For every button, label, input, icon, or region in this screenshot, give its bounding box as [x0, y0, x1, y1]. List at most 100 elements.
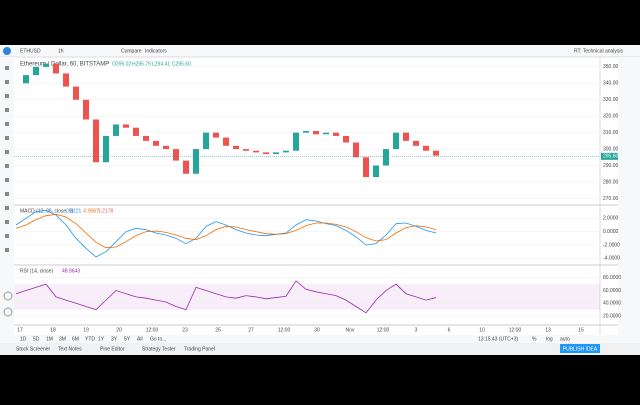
- rsi-title: RSI (14, close): [20, 268, 53, 274]
- candle: [153, 140, 159, 146]
- panel-tab[interactable]: Pine Editor: [100, 346, 125, 352]
- y-tick-label: 270.00: [603, 196, 619, 202]
- y-tick-label: 80.0000: [603, 275, 621, 281]
- tool-icon[interactable]: [5, 220, 9, 224]
- range-button[interactable]: 1Y: [98, 336, 105, 342]
- publish-label[interactable]: PUBLISH IDEA: [563, 346, 598, 352]
- candle: [303, 131, 309, 133]
- lock-button[interactable]: [3, 307, 13, 317]
- range-button[interactable]: YTD: [85, 336, 95, 342]
- macd-value: 1.2178: [98, 208, 114, 214]
- drawing-tools: [5, 66, 9, 252]
- panel-tab[interactable]: Strategy Tester: [142, 346, 176, 352]
- tool-icon[interactable]: [5, 122, 9, 126]
- panel-tab[interactable]: Trading Panel: [184, 346, 215, 352]
- scale-option[interactable]: %: [532, 336, 537, 342]
- y-tick-label: 60.0000: [603, 288, 621, 294]
- x-tick-label: 23: [182, 327, 188, 333]
- logo[interactable]: [3, 47, 11, 55]
- candle: [363, 157, 369, 178]
- candle: [353, 142, 359, 158]
- candle: [273, 152, 279, 155]
- candle: [133, 127, 139, 136]
- y-tick-label: 290.00: [603, 163, 619, 169]
- range-button[interactable]: 6M: [72, 336, 79, 342]
- candle: [313, 131, 319, 135]
- macd-title: MACD (12, 26, close, 9): [20, 208, 74, 214]
- range-button[interactable]: 1D: [20, 336, 27, 342]
- x-tick-label: 18: [50, 327, 56, 333]
- candle: [283, 150, 289, 153]
- bottom-panel-tabs: [0, 343, 640, 355]
- tool-icon[interactable]: [5, 136, 9, 140]
- last-price-label: 295.60: [603, 154, 619, 160]
- left-toolbar: [0, 57, 14, 343]
- candle: [423, 145, 429, 151]
- tool-icon[interactable]: [5, 192, 9, 196]
- candle: [73, 86, 79, 100]
- x-tick-label: 20: [116, 327, 122, 333]
- candle: [213, 132, 219, 138]
- range-button[interactable]: 5Y: [124, 336, 131, 342]
- tool-icon[interactable]: [5, 108, 9, 112]
- idea-title[interactable]: RT: Technical analysis: [574, 48, 624, 54]
- candle: [143, 135, 149, 141]
- y-tick-label: 0.0000: [603, 229, 619, 235]
- candle: [53, 63, 59, 74]
- tool-icon[interactable]: [5, 234, 9, 238]
- candle: [413, 140, 419, 146]
- range-button[interactable]: 3M: [59, 336, 66, 342]
- tool-icon[interactable]: [5, 66, 9, 70]
- range-button[interactable]: All: [137, 336, 143, 342]
- range-button[interactable]: 5D: [33, 336, 40, 342]
- candle: [23, 75, 29, 84]
- compare-button[interactable]: Compare: [121, 48, 142, 54]
- y-tick-label: 40.0000: [603, 301, 621, 307]
- rsi-readout: 48.9643: [62, 268, 80, 274]
- candle: [63, 73, 69, 87]
- symbol-legend: Ethereum / Dollar, 60, BITSTAMP: [20, 62, 109, 68]
- scale-option[interactable]: auto: [560, 336, 570, 342]
- candle: [163, 145, 169, 150]
- publish-button[interactable]: [560, 344, 600, 353]
- range-button[interactable]: Go to...: [150, 336, 166, 342]
- y-tick-label: -2.0000: [603, 242, 620, 248]
- tool-icon[interactable]: [5, 178, 9, 182]
- x-tick-label: 19: [83, 327, 89, 333]
- zoom-button[interactable]: [3, 291, 13, 301]
- macd-value: -0.9067: [82, 208, 99, 214]
- y-tick-label: 350.00: [603, 64, 619, 70]
- y-tick-label: 300.00: [603, 146, 619, 152]
- ohlc-value: L294.41: [152, 61, 170, 67]
- scale-option[interactable]: log: [546, 336, 553, 342]
- x-tick-label: Nov: [346, 327, 355, 333]
- x-tick-label: 12:00: [278, 327, 291, 333]
- range-button[interactable]: 3Y: [111, 336, 118, 342]
- indicators-button[interactable]: Indicators: [145, 48, 167, 54]
- interval[interactable]: 1h: [58, 48, 64, 54]
- candle: [233, 145, 239, 150]
- right-sidebar: [618, 57, 640, 343]
- x-tick-label: 15: [578, 327, 584, 333]
- candle: [403, 132, 409, 141]
- tool-icon[interactable]: [5, 206, 9, 210]
- panel-tab[interactable]: Text Notes: [58, 346, 82, 352]
- x-tick-label: 17: [17, 327, 23, 333]
- panel-tab[interactable]: Stock Screener: [16, 346, 51, 352]
- tool-icon[interactable]: [5, 80, 9, 84]
- symbol[interactable]: ETHUSD: [20, 48, 41, 54]
- x-tick-label: 13: [545, 327, 551, 333]
- x-tick-label: 12:00: [377, 327, 390, 333]
- tool-icon[interactable]: [5, 164, 9, 168]
- candle: [333, 132, 339, 136]
- y-tick-label: 310.00: [603, 130, 619, 136]
- tool-icon[interactable]: [5, 248, 9, 252]
- candle: [393, 132, 399, 150]
- tool-icon[interactable]: [5, 150, 9, 154]
- tool-icon[interactable]: [5, 94, 9, 98]
- x-tick-label: 12:00: [509, 327, 522, 333]
- range-button[interactable]: 1M: [46, 336, 53, 342]
- x-tick-label: 10: [479, 327, 485, 333]
- y-tick-label: -4.0000: [603, 256, 620, 262]
